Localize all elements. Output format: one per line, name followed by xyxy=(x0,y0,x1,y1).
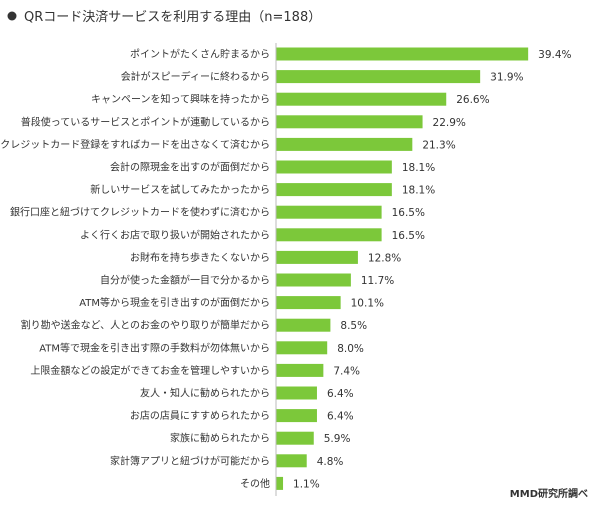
bars-group xyxy=(276,47,529,490)
category-label-4: 普段使っているサービスとポイントが連動しているから xyxy=(21,115,270,128)
value-label-20: 1.1% xyxy=(293,478,320,490)
bar-9 xyxy=(276,228,382,242)
category-label-13: 割り勘や送金など、人とのお金のやり取りが簡単だから xyxy=(21,319,270,332)
bar-12 xyxy=(276,296,341,310)
category-label-1: ポイントがたくさん貯まるから xyxy=(130,48,270,61)
chart-title: QRコード決済サービスを利用する理由（n=188） xyxy=(24,9,321,25)
value-label-17: 6.4% xyxy=(327,411,354,423)
category-label-3: キャンペーンを知って興味を持ったから xyxy=(91,93,270,106)
category-label-20: その他 xyxy=(240,477,270,490)
bar-10 xyxy=(276,250,358,264)
value-label-16: 6.4% xyxy=(327,388,354,400)
category-label-2: 会計がスピーディーに終わるから xyxy=(121,70,270,83)
value-label-19: 4.8% xyxy=(317,456,344,468)
category-label-14: ATM等で現金を引き出す際の手数料が勿体無いから xyxy=(39,341,270,354)
value-label-5: 21.3% xyxy=(422,139,455,151)
category-label-9: よく行くお店で取り扱いが開始されたから xyxy=(80,228,270,241)
value-label-15: 7.4% xyxy=(333,365,360,377)
category-label-12: ATM等から現金を引き出すのが面倒だから xyxy=(79,296,270,309)
value-label-8: 16.5% xyxy=(392,207,425,219)
source-note: MMD研究所調べ xyxy=(510,487,588,500)
value-label-18: 5.9% xyxy=(324,433,351,445)
bar-13 xyxy=(276,318,331,332)
title-bullet-icon xyxy=(7,11,17,21)
bar-4 xyxy=(276,115,423,129)
value-label-11: 11.7% xyxy=(361,275,394,287)
bar-19 xyxy=(276,454,307,468)
category-label-5: クレジットカード登録をすればカードを出さなくて済むから xyxy=(0,138,270,151)
value-label-6: 18.1% xyxy=(402,162,435,174)
category-label-19: 家計簿アプリと紐づけが可能だから xyxy=(110,454,270,467)
bar-7 xyxy=(276,183,392,197)
value-label-2: 31.9% xyxy=(490,72,523,84)
category-label-17: お店の店員にすすめられたから xyxy=(130,409,270,422)
category-label-18: 家族に勧められたから xyxy=(170,432,270,445)
value-label-3: 26.6% xyxy=(456,94,489,106)
value-label-13: 8.5% xyxy=(340,320,367,332)
bar-5 xyxy=(276,137,413,151)
value-label-10: 12.8% xyxy=(368,252,401,264)
value-label-14: 8.0% xyxy=(337,343,364,355)
value-label-7: 18.1% xyxy=(402,185,435,197)
value-label-1: 39.4% xyxy=(538,49,571,61)
bar-8 xyxy=(276,205,382,219)
bar-11 xyxy=(276,273,351,287)
category-label-8: 銀行口座と紐づけてクレジットカードを使わずに済むから xyxy=(10,206,270,219)
category-label-7: 新しいサービスを試してみたかったから xyxy=(90,183,270,196)
category-label-16: 友人・知人に勧められたから xyxy=(140,387,270,400)
category-label-6: 会計の際現金を出すのが面倒だから xyxy=(110,161,270,174)
value-label-9: 16.5% xyxy=(392,230,425,242)
category-labels: ポイントがたくさん貯まるから会計がスピーディーに終わるからキャンペーンを知って興… xyxy=(0,48,270,490)
bar-20 xyxy=(276,476,284,490)
bar-16 xyxy=(276,386,317,400)
bar-6 xyxy=(276,160,392,174)
value-label-4: 22.9% xyxy=(433,117,466,129)
bar-1 xyxy=(276,47,529,61)
bar-15 xyxy=(276,363,324,377)
category-label-11: 自分が使った金額が一目で分かるから xyxy=(100,274,270,287)
value-labels: 39.4% 31.9%26.6% 22.9% 21.3% 18.1% 18.1% 16.5%… xyxy=(293,49,571,490)
bar-14 xyxy=(276,341,328,355)
bar-18 xyxy=(276,431,314,445)
value-label-12: 10.1% xyxy=(351,298,384,310)
category-label-15: 上限金額などの設定ができてお金を管理しやすいから xyxy=(30,364,270,377)
bar-3 xyxy=(276,92,447,106)
category-label-10: お財布を持ち歩きたくないから xyxy=(130,251,270,264)
bar-17 xyxy=(276,409,317,423)
bar-2 xyxy=(276,70,481,84)
